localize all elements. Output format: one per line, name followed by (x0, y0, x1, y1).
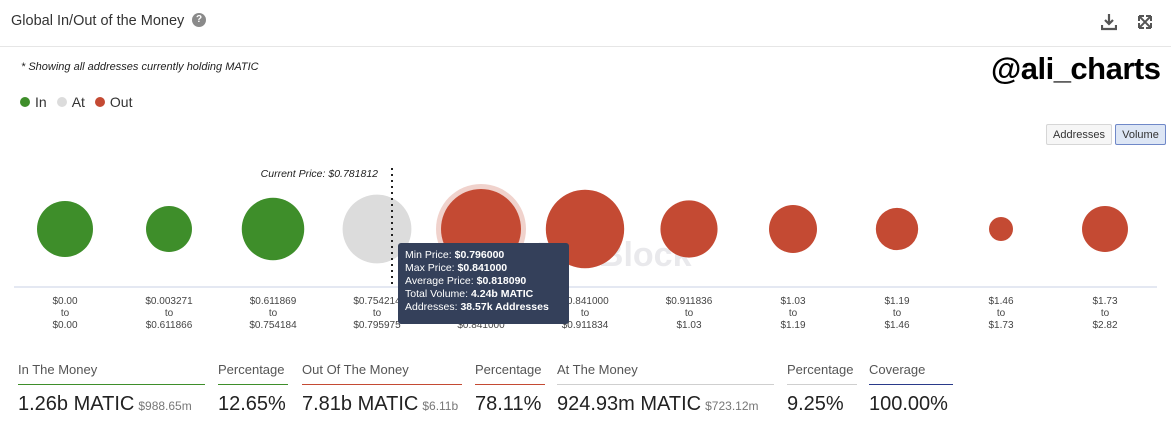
stat-underline (18, 384, 205, 385)
tick-label-from: $0.611869 (250, 296, 297, 307)
stat-at-the-money: At The Money 924.93m MATIC $723.12m (557, 360, 774, 416)
stat-value: 7.81b MATIC $6.11b (302, 393, 459, 415)
panel-header: Global In/Out of the Money ? (0, 0, 1171, 47)
stat-underline (218, 384, 288, 385)
tick-label-to: to (581, 308, 590, 319)
stat-sub-value: $6.11b (422, 399, 459, 413)
current-price-label: Current Price: $0.781812 (261, 168, 378, 180)
question-circle-icon[interactable]: ? (192, 13, 206, 27)
stat-underline (557, 384, 774, 385)
cluster-bubble-out[interactable] (1082, 206, 1128, 252)
legend-label-out: Out (109, 94, 133, 110)
cluster-bubble-out[interactable] (660, 200, 718, 258)
stat-value: 1.26b MATIC $988.65m (18, 393, 192, 415)
legend-dot-at (56, 97, 67, 107)
tick-label-to: to (789, 308, 798, 319)
cluster-bubble-in[interactable] (146, 206, 192, 252)
legend-dot-in (20, 97, 30, 107)
download-icon[interactable] (1101, 13, 1117, 31)
tick-label-from: $0.911836 (666, 296, 713, 307)
stat-at-percentage: Percentage 9.25% (787, 360, 857, 416)
cluster-bubble-in[interactable] (37, 201, 93, 257)
stat-value: 100.00% (869, 393, 948, 415)
tick-label-to: to (893, 308, 902, 319)
cluster-bubble-in[interactable] (241, 197, 305, 261)
stat-sub-value: $723.12m (705, 399, 759, 413)
legend-item-in[interactable]: In (20, 94, 47, 110)
page-title: Global In/Out of the Money (11, 13, 185, 29)
tick-label-to-value: $0.841000 (457, 320, 505, 331)
tooltip-total-volume: Total Volume: 4.24b MATIC (405, 288, 534, 300)
tick-label-to-value: $1.73 (988, 320, 1013, 331)
stat-label: Percentage (787, 362, 854, 377)
author-handle: @ali_charts (991, 51, 1161, 86)
stat-label: Percentage (218, 362, 285, 377)
tooltip-addresses: Addresses: 38.57k Addresses (405, 301, 549, 313)
tick-label-to-value: $0.754184 (249, 320, 297, 331)
tick-label-to: to (269, 308, 278, 319)
stat-value: 9.25% (787, 393, 844, 415)
tick-label-to: to (61, 308, 70, 319)
tick-label-to: to (1101, 308, 1110, 319)
tick-label-to-value: $0.611866 (146, 320, 193, 331)
stat-underline (302, 384, 462, 385)
tick-label-from: $0.841000 (561, 296, 609, 307)
stat-out-of-the-money: Out Of The Money 7.81b MATIC $6.11b (302, 360, 462, 416)
expand-icon[interactable] (1137, 14, 1153, 30)
stat-underline (869, 384, 953, 385)
summary-stats: In The Money 1.26b MATIC $988.65m Percent… (0, 360, 1171, 428)
tooltip-average-price: Average Price: $0.818090 (405, 275, 527, 287)
stat-value: 78.11% (475, 393, 542, 415)
tooltip-min-price: Min Price: $0.796000 (405, 249, 505, 261)
cluster-bubble-at[interactable] (342, 194, 412, 264)
tick-label-to-value: $1.03 (676, 320, 701, 331)
legend-dot-out (94, 97, 105, 107)
tick-label-to-value: $0.00 (52, 320, 77, 331)
tick-label-to-value: $0.911834 (562, 320, 609, 331)
tick-label-to: to (685, 308, 694, 319)
volume-toggle-button[interactable]: Volume (1115, 124, 1166, 145)
cluster-bubble-out[interactable] (769, 205, 817, 253)
tick-label-from: $1.46 (988, 296, 1013, 307)
tick-label-to: to (373, 308, 382, 319)
addresses-toggle-button[interactable]: Addresses (1046, 124, 1112, 145)
cluster-tooltip: Min Price: $0.796000 Max Price: $0.84100… (398, 243, 569, 324)
tick-label-to-value: $1.46 (884, 320, 909, 331)
tick-label-from: $1.03 (780, 296, 805, 307)
stat-label: Coverage (869, 362, 926, 377)
tick-label-to-value: $1.19 (780, 320, 805, 331)
holding-note: * Showing all addresses currently holdin… (21, 61, 259, 73)
tick-label-to: to (997, 308, 1006, 319)
stat-label: Percentage (475, 362, 542, 377)
tick-label-to-value: $0.795975 (353, 320, 401, 331)
stat-label: In The Money (18, 362, 98, 377)
tick-label-from: $0.003271 (145, 296, 193, 307)
legend-label-at: At (71, 94, 85, 110)
stat-underline (787, 384, 857, 385)
legend-item-at[interactable]: At (56, 94, 85, 110)
cluster-bubble-out[interactable] (875, 207, 919, 251)
tick-label-to: to (165, 308, 174, 319)
tick-label-from: $1.19 (884, 296, 909, 307)
stat-coverage: Coverage 100.00% (869, 360, 953, 416)
stat-sub-value: $988.65m (138, 399, 192, 413)
tick-label-to-value: $2.82 (1092, 320, 1117, 331)
legend-item-out[interactable]: Out (94, 94, 133, 110)
legend-label-in: In (35, 94, 47, 110)
tick-label-from: $0.00 (52, 296, 77, 307)
stat-value: 12.65% (218, 393, 286, 415)
stat-label: At The Money (557, 362, 638, 377)
stat-underline (475, 384, 545, 385)
cluster-bubble-out[interactable] (989, 217, 1013, 241)
tick-label-from: $0.754214 (353, 296, 401, 307)
iomap-chart: TheBlock Current Price: $0.781812 $0.00t… (14, 168, 1157, 331)
tick-label-from: $1.73 (1092, 296, 1117, 307)
stat-label: Out Of The Money (302, 362, 409, 377)
stat-in-percentage: Percentage 12.65% (218, 360, 288, 416)
stat-out-percentage: Percentage 78.11% (475, 360, 545, 416)
stat-value: 924.93m MATIC $723.12m (557, 393, 759, 415)
legend: In At Out (20, 94, 143, 110)
tooltip-max-price: Max Price: $0.841000 (405, 262, 508, 274)
stat-in-the-money: In The Money 1.26b MATIC $988.65m (18, 360, 205, 416)
